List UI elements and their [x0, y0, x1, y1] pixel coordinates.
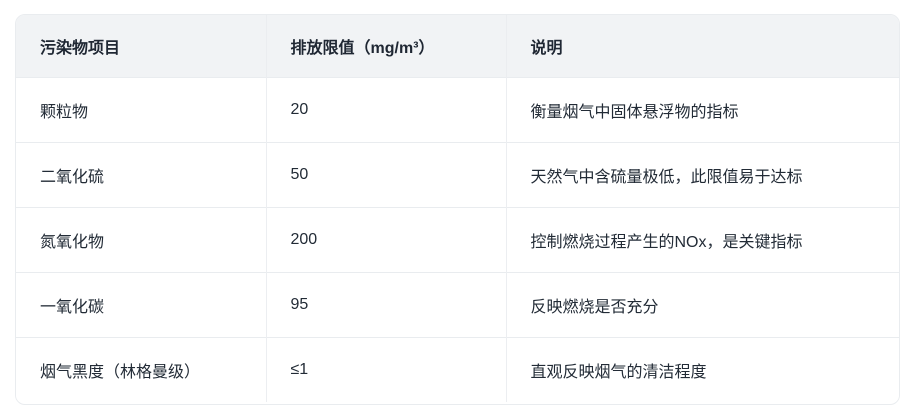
emission-limits-table-card: 污染物项目 排放限值（mg/m³） 说明 颗粒物 20 衡量烟气中固体悬浮物的指…: [15, 14, 900, 405]
cell-limit: 200: [266, 207, 507, 273]
cell-description: 控制燃烧过程产生的NOx，是关键指标: [506, 207, 899, 273]
table-row: 一氧化碳 95 反映燃烧是否充分: [16, 272, 899, 338]
cell-pollutant: 氮氧化物: [16, 207, 267, 273]
cell-pollutant: 烟气黑度（林格曼级）: [16, 337, 267, 402]
cell-pollutant: 二氧化硫: [16, 142, 267, 208]
cell-limit: 20: [266, 77, 507, 143]
cell-limit: 50: [266, 142, 507, 208]
cell-description: 天然气中含硫量极低，此限值易于达标: [506, 142, 899, 208]
cell-limit: 95: [266, 272, 507, 338]
table-row: 烟气黑度（林格曼级） ≤1 直观反映烟气的清洁程度: [16, 337, 899, 402]
table-row: 颗粒物 20 衡量烟气中固体悬浮物的指标: [16, 77, 899, 143]
table-row: 氮氧化物 200 控制燃烧过程产生的NOx，是关键指标: [16, 207, 899, 273]
column-header-limit: 排放限值（mg/m³）: [266, 15, 507, 78]
cell-pollutant: 颗粒物: [16, 77, 267, 143]
table-row: 二氧化硫 50 天然气中含硫量极低，此限值易于达标: [16, 142, 899, 208]
column-header-description: 说明: [506, 15, 899, 78]
column-header-pollutant: 污染物项目: [16, 15, 267, 78]
cell-description: 衡量烟气中固体悬浮物的指标: [506, 77, 899, 143]
cell-limit: ≤1: [266, 337, 507, 402]
table-header-row: 污染物项目 排放限值（mg/m³） 说明: [16, 15, 899, 78]
cell-description: 直观反映烟气的清洁程度: [506, 337, 899, 402]
cell-pollutant: 一氧化碳: [16, 272, 267, 338]
emission-limits-table: 污染物项目 排放限值（mg/m³） 说明 颗粒物 20 衡量烟气中固体悬浮物的指…: [16, 15, 899, 402]
cell-description: 反映燃烧是否充分: [506, 272, 899, 338]
